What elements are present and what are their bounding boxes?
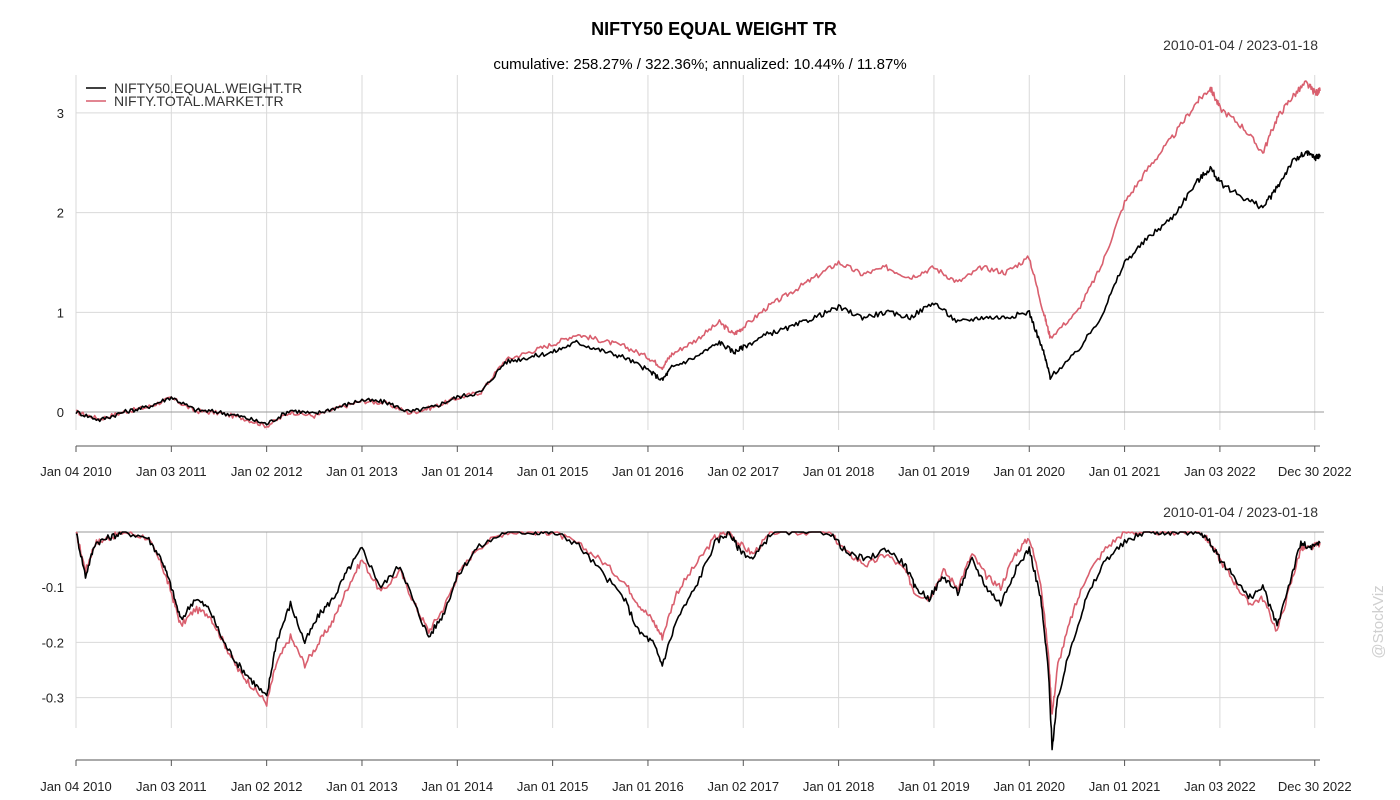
x-tick-label: Jan 02 2012	[231, 779, 303, 794]
x-tick-label: Jan 01 2014	[422, 464, 494, 479]
x-tick-label: Jan 03 2022	[1184, 464, 1256, 479]
y-tick-label: 2	[57, 206, 64, 221]
series-line-equal-weight	[75, 531, 1321, 751]
legend-label-total-market: NIFTY.TOTAL.MARKET.TR	[114, 93, 284, 109]
x-tick-label: Jan 03 2011	[136, 779, 207, 794]
x-tick-label: Jan 04 2010	[40, 464, 112, 479]
x-tick-label: Jan 04 2010	[40, 779, 112, 794]
x-tick-label: Jan 01 2019	[898, 779, 970, 794]
top-date-range: 2010-01-04 / 2023-01-18	[1163, 37, 1318, 53]
x-tick-label: Jan 01 2018	[803, 779, 875, 794]
x-tick-label: Jan 01 2019	[898, 464, 970, 479]
series-line-total-market	[75, 80, 1321, 429]
y-tick-label: 3	[57, 106, 64, 121]
drawdown-panel: Jan 04 2010 Jan 03 2011 Jan 02 2012 Jan 01 …	[40, 531, 1352, 794]
y-tick-label: -0.3	[42, 691, 64, 706]
x-tick-label: Jan 01 2018	[803, 464, 875, 479]
x-tick-label: Jan 01 2013	[326, 464, 398, 479]
x-tick-label: Dec 30 2022	[1278, 464, 1352, 479]
x-tick-label: Jan 01 2016	[612, 464, 684, 479]
x-tick-label: Jan 02 2017	[707, 464, 779, 479]
watermark: @StockViz	[1370, 585, 1387, 658]
x-tick-label: Jan 02 2017	[707, 779, 779, 794]
x-tick-label: Jan 01 2013	[326, 779, 398, 794]
x-tick-label: Jan 01 2014	[422, 779, 494, 794]
x-tick-label: Jan 01 2020	[993, 779, 1065, 794]
chart-title: NIFTY50 EQUAL WEIGHT TR	[591, 19, 837, 39]
bottom-date-range: 2010-01-04 / 2023-01-18	[1163, 504, 1318, 520]
x-tick-label: Jan 01 2021	[1089, 779, 1161, 794]
x-tick-label: Jan 03 2022	[1184, 779, 1256, 794]
y-tick-label: -0.1	[42, 580, 64, 595]
y-tick-label: 0	[57, 405, 64, 420]
x-tick-label: Jan 01 2021	[1089, 464, 1161, 479]
cumulative-return-panel: Jan 04 2010 Jan 03 2011 Jan 02 2012 Jan 01 …	[40, 75, 1352, 479]
y-tick-label: 1	[57, 305, 64, 320]
x-tick-label: Dec 30 2022	[1278, 779, 1352, 794]
x-tick-label: Jan 03 2011	[136, 464, 207, 479]
chart-subtitle: cumulative: 258.27% / 322.36%; annualize…	[493, 56, 906, 73]
series-line-equal-weight	[75, 150, 1321, 426]
x-tick-label: Jan 01 2015	[517, 779, 589, 794]
x-tick-label: Jan 01 2016	[612, 779, 684, 794]
series-line-total-market	[75, 531, 1321, 715]
legend-label-equal-weight: NIFTY50.EQUAL.WEIGHT.TR	[114, 80, 302, 96]
legend: NIFTY50.EQUAL.WEIGHT.TR NIFTY.TOTAL.MARK…	[86, 80, 302, 109]
x-tick-label: Jan 01 2015	[517, 464, 589, 479]
x-tick-label: Jan 02 2012	[231, 464, 303, 479]
x-tick-label: Jan 01 2020	[993, 464, 1065, 479]
y-tick-label: -0.2	[42, 635, 64, 650]
